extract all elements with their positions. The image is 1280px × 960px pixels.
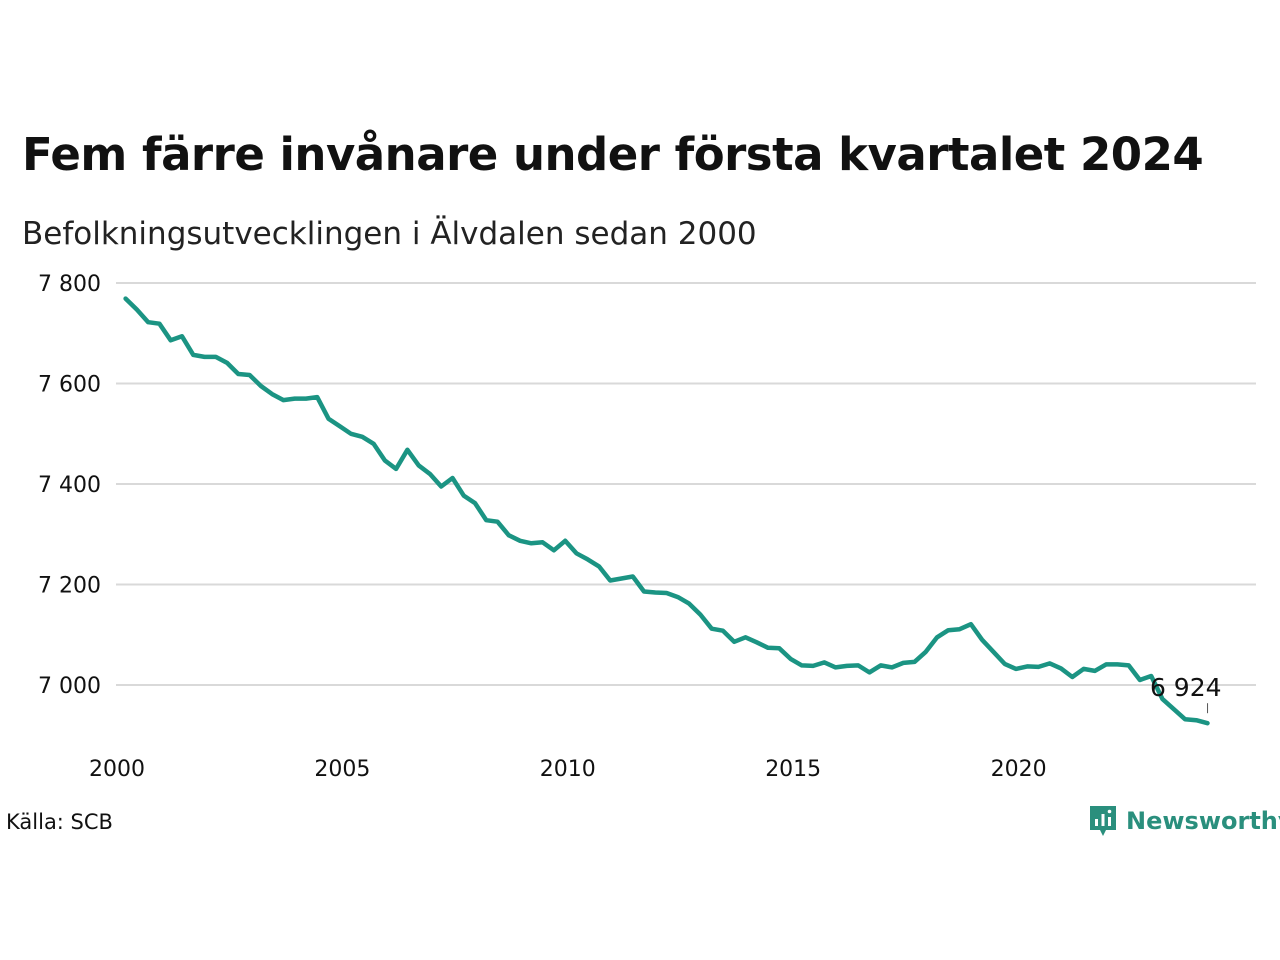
x-tick-label: 2015: [765, 757, 821, 782]
newsworthy-logo-icon: [1090, 806, 1116, 836]
population-series-line: [123, 296, 1210, 726]
y-tick-label: 7 200: [38, 574, 101, 599]
y-tick-label: 7 600: [38, 373, 101, 398]
y-tick-label: 7 400: [38, 473, 101, 498]
y-axis-tick-labels: 7 000 7 200 7 400 7 600 7 800: [38, 272, 101, 699]
series-layer: [123, 296, 1210, 726]
brand-logo[interactable]: Newsworthy: [1088, 804, 1280, 838]
chart-title: Fem färre invånare under första kvartale…: [22, 128, 1204, 181]
x-tick-label: 2000: [89, 757, 145, 782]
y-tick-label: 7 000: [38, 674, 101, 699]
x-tick-label: 2005: [314, 757, 370, 782]
brand-name: Newsworthy: [1126, 807, 1280, 835]
annotation-layer: 6 924: [1150, 673, 1222, 714]
x-tick-label: 2020: [991, 757, 1047, 782]
chart-subtitle: Befolkningsutvecklingen i Älvdalen sedan…: [22, 216, 757, 252]
source-note: Källa: SCB: [6, 810, 113, 834]
x-axis-tick-labels: 2000 2005 2010 2015 2020: [89, 757, 1047, 782]
gridlines: [116, 282, 1256, 686]
y-tick-label: 7 800: [38, 272, 101, 297]
end-value-label: 6 924: [1150, 673, 1222, 702]
x-tick-label: 2010: [540, 757, 596, 782]
